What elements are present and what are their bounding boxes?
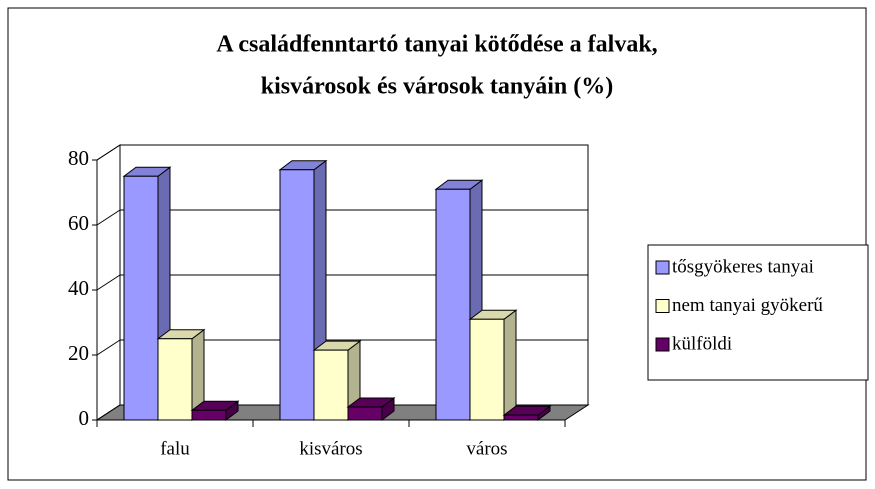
bar xyxy=(503,414,539,421)
legend-label: nem tanyai gyökerű xyxy=(672,295,823,316)
bar-side xyxy=(503,309,517,421)
legend-label: külföldi xyxy=(672,333,732,354)
bar xyxy=(157,338,193,421)
chart-title: kisvárosok és városok tanyáin (%) xyxy=(261,74,614,100)
legend-swatch xyxy=(655,337,670,352)
grid-line-side xyxy=(96,404,121,421)
legend-swatch xyxy=(655,260,670,275)
bar xyxy=(123,175,159,421)
bar xyxy=(347,406,383,421)
y-tick-label: 40 xyxy=(68,276,89,300)
bar xyxy=(313,349,349,421)
bar xyxy=(469,318,505,421)
x-tick-label: város xyxy=(466,438,507,459)
y-tick-label: 20 xyxy=(68,341,89,365)
legend-label: tősgyökeres tanyai xyxy=(672,256,814,277)
bar xyxy=(279,169,315,421)
x-tick-label: kisváros xyxy=(299,438,362,459)
bar xyxy=(435,188,471,421)
y-tick-label: 60 xyxy=(68,211,89,235)
chart-title: A családfenntartó tanyai kötődése a falv… xyxy=(216,32,657,58)
bar xyxy=(191,409,227,421)
legend-box xyxy=(647,244,869,381)
x-tick-label: falu xyxy=(160,438,190,459)
grid-line-side xyxy=(96,144,121,161)
grid-line-side xyxy=(96,339,121,356)
grid-line-side xyxy=(96,274,121,291)
y-tick-label: 80 xyxy=(68,146,89,170)
grid-line-side xyxy=(96,209,121,226)
legend-swatch xyxy=(655,299,670,313)
y-tick-label: 0 xyxy=(79,406,90,430)
